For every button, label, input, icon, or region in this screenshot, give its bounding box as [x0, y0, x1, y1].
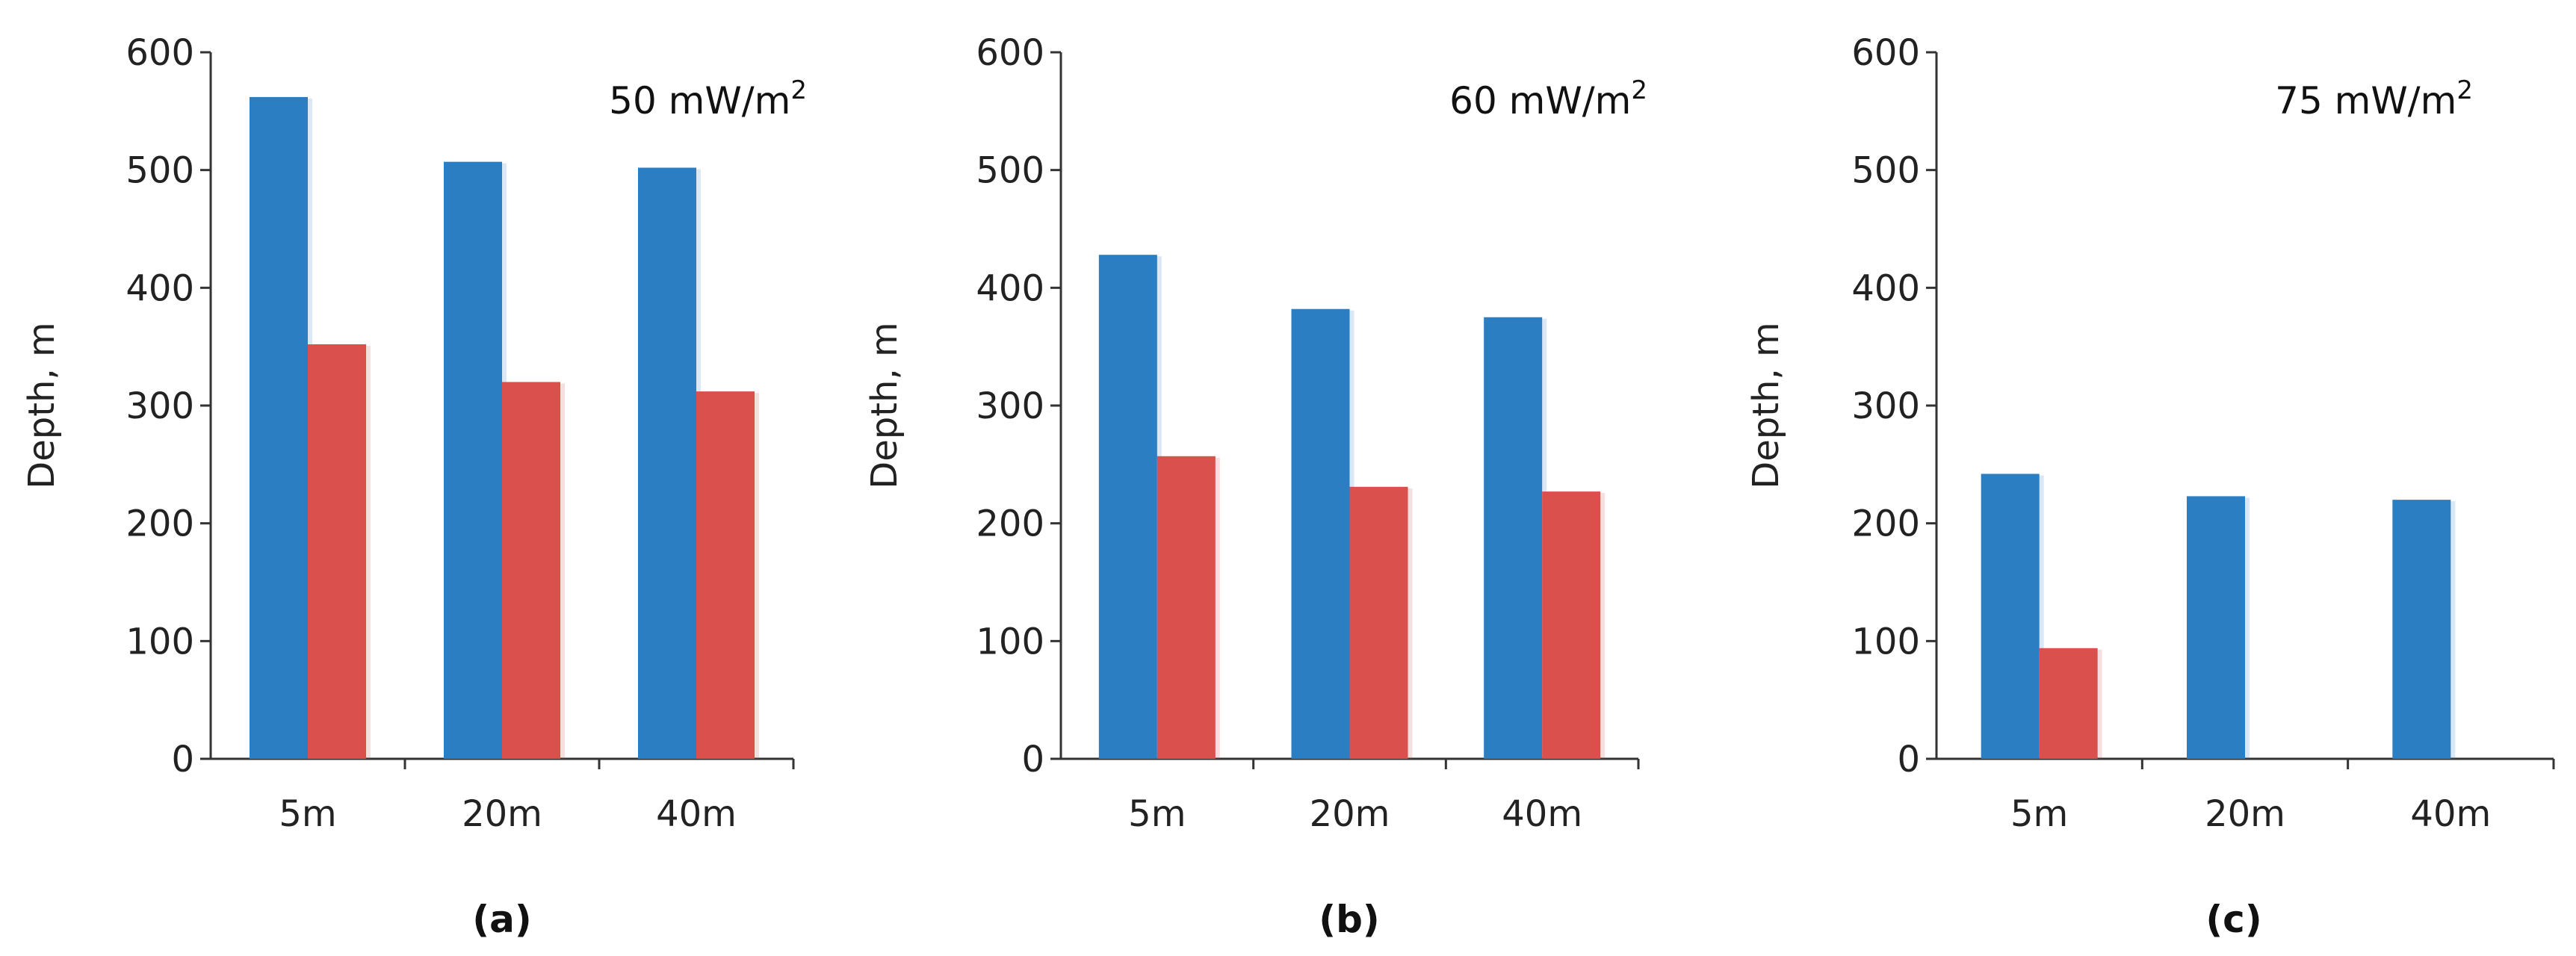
panel-b-y-tick-label: 300	[976, 385, 1044, 427]
panel-a-bar-5m-series-2	[308, 344, 366, 760]
panel-a-x-tick-label: 20m	[462, 793, 542, 835]
panel-b-x-tick-label: 20m	[1310, 793, 1390, 835]
panel-b-heat-flow-annotation: 60 mW/m2	[1449, 75, 1647, 122]
panel-a-y-tick-label: 0	[171, 739, 194, 780]
panel-b-bar-40m-series-2	[1542, 491, 1601, 759]
panel-b: 0 100 200 300 400 500 600 Depth, m 5m 20m 40m 60 mW…	[864, 32, 1647, 941]
panel-c-bar-20m-series-1	[2187, 496, 2245, 759]
panel-b-bar-5m-series-1	[1098, 255, 1157, 760]
panel-b-bar-5m-series-2	[1157, 456, 1216, 759]
panel-b-y-axis-label: Depth, m	[864, 322, 905, 488]
panel-b-x-tick-label: 5m	[1128, 793, 1186, 835]
panel-c-panel-label: (c)	[2205, 898, 2261, 941]
panel-c-y-tick-label: 300	[1851, 385, 1920, 427]
panel-b-y-tick-label: 500	[976, 150, 1044, 192]
panel-a-x-tick-label: 40m	[656, 793, 737, 835]
panel-a-bar-5m-series-1	[250, 96, 308, 759]
panel-c-bar-40m-series-1	[2392, 500, 2451, 759]
panel-a-heat-flow-annotation: 50 mW/m2	[609, 75, 807, 122]
panel-a-y-tick-label: 300	[126, 385, 194, 427]
panel-a-y-tick-label: 500	[126, 150, 194, 192]
panel-c-y-axis-label: Depth, m	[1745, 322, 1787, 488]
panel-a-bar-40m-series-1	[638, 167, 696, 760]
panel-c-x-tick-label: 20m	[2205, 793, 2285, 835]
panel-b-y-tick-label: 100	[976, 621, 1044, 662]
panel-a-bar-20m-series-2	[502, 382, 560, 759]
panel-b-bar-20m-series-1	[1291, 308, 1350, 759]
panel-a-y-tick-label: 600	[126, 32, 194, 74]
panel-c-x-tick-label: 40m	[2410, 793, 2491, 835]
panel-b-bar-20m-series-2	[1349, 486, 1408, 759]
panel-a-y-axis-label: Depth, m	[21, 322, 63, 488]
panel-a-bar-40m-series-2	[696, 391, 755, 759]
panel-c-y-tick-label: 600	[1851, 32, 1920, 74]
panel-b-x-tick-label: 40m	[1502, 793, 1582, 835]
panel-c-y-tick-label: 500	[1851, 150, 1920, 192]
panel-c-x-tick-label: 5m	[2010, 793, 2068, 835]
panel-a-x-tick-label: 5m	[279, 793, 336, 835]
panel-a: 0 100 200 300 400 500 600 Depth, m 5m 20m 40m 50 mW…	[21, 32, 807, 941]
panel-a-panel-label: (a)	[472, 898, 531, 941]
panel-c-bar-5m-series-2	[2039, 648, 2098, 759]
panel-c: 0 100 200 300 400 500 600 Depth, m 5m 20m 40m 75 mW…	[1745, 32, 2555, 941]
panel-a-y-tick-label: 400	[126, 267, 194, 309]
panel-b-y-tick-label: 600	[976, 32, 1044, 74]
panel-a-y-tick-label: 200	[126, 503, 194, 545]
panel-c-heat-flow-annotation: 75 mW/m2	[2275, 75, 2473, 122]
panel-b-y-tick-label: 0	[1021, 739, 1044, 780]
panel-c-y-tick-label: 200	[1851, 503, 1920, 545]
panel-b-y-tick-label: 200	[976, 503, 1044, 545]
panel-a-bar-20m-series-1	[444, 161, 502, 759]
panel-b-y-tick-label: 400	[976, 267, 1044, 309]
panel-b-panel-label: (b)	[1319, 898, 1380, 941]
panel-c-y-tick-label: 400	[1851, 267, 1920, 309]
panel-c-bar-5m-series-1	[1981, 474, 2040, 759]
panel-c-y-tick-label: 0	[1897, 739, 1920, 780]
panel-a-y-tick-label: 100	[126, 621, 194, 662]
panel-b-bar-40m-series-1	[1484, 317, 1543, 759]
panel-c-y-tick-label: 100	[1851, 621, 1920, 662]
